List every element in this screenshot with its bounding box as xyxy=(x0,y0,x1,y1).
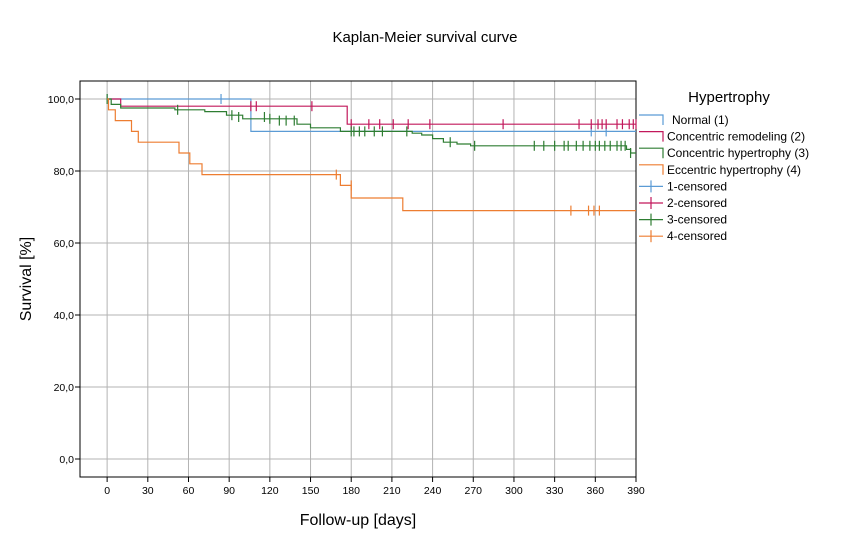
y-tick-label: 80,0 xyxy=(54,166,75,178)
survival-step-line xyxy=(107,98,636,125)
legend-item: Concentric remodeling (2) xyxy=(639,130,805,144)
legend-label: 3-censored xyxy=(667,213,727,227)
survival-step-line xyxy=(107,98,636,212)
y-tick-label: 40,0 xyxy=(54,310,75,322)
legend-line-swatch xyxy=(639,164,664,175)
x-tick-label: 60 xyxy=(183,485,195,497)
legend-item: Normal (1) xyxy=(639,113,729,127)
legend-item: 2-censored xyxy=(639,196,727,210)
legend-label: 1-censored xyxy=(667,179,727,193)
y-tick-label: 0,0 xyxy=(59,454,74,466)
legend-label: 4-censored xyxy=(667,229,727,243)
x-tick-label: 120 xyxy=(261,485,279,497)
legend-label: Concentric remodeling (2) xyxy=(667,130,805,144)
plot-area xyxy=(79,80,637,478)
series-1 xyxy=(106,94,636,137)
series-layer xyxy=(106,94,637,216)
x-axis-title: Follow-up [days] xyxy=(300,512,417,529)
x-tick-label: 30 xyxy=(142,485,154,497)
series-2 xyxy=(107,98,637,130)
legend-label: 2-censored xyxy=(667,196,727,210)
legend-label: Normal (1) xyxy=(672,113,729,127)
x-tick-label: 270 xyxy=(465,485,483,497)
y-tick-label: 100,0 xyxy=(48,94,74,106)
x-tick-label: 360 xyxy=(587,485,605,497)
x-tick-label: 90 xyxy=(223,485,235,497)
grid xyxy=(80,81,637,477)
legend-label: Eccentric hypertrophy (4) xyxy=(667,163,801,177)
legend-label: Concentric hypertrophy (3) xyxy=(667,146,809,160)
x-tick-label: 390 xyxy=(627,485,645,497)
x-tick-label: 300 xyxy=(505,485,523,497)
y-tick-label: 20,0 xyxy=(54,382,75,394)
y-axis-ticks: 0,0 20,0 40,0 60,0 80,0 100,0 xyxy=(48,94,80,466)
legend-item: Eccentric hypertrophy (4) xyxy=(639,163,801,177)
x-tick-label: 330 xyxy=(546,485,564,497)
x-tick-label: 240 xyxy=(424,485,442,497)
series-4 xyxy=(107,98,636,216)
series-3 xyxy=(106,94,636,158)
legend-item: Concentric hypertrophy (3) xyxy=(639,146,809,160)
legend-line-swatch xyxy=(639,147,664,159)
legend-item: 4-censored xyxy=(639,229,727,243)
x-axis-ticks: 0 30 60 90 120 150 180 210 240 270 300 330 360 390 xyxy=(104,477,645,497)
chart-title: Kaplan-Meier survival curve xyxy=(332,29,517,46)
legend-item: 1-censored xyxy=(639,179,727,193)
x-tick-label: 150 xyxy=(302,485,320,497)
survival-step-line xyxy=(107,98,636,154)
legend-item: 3-censored xyxy=(639,213,727,227)
x-tick-label: 210 xyxy=(383,485,401,497)
survival-step-line xyxy=(107,98,636,132)
legend-line-swatch xyxy=(639,131,664,142)
y-axis-title: Survival [%] xyxy=(18,237,35,321)
y-tick-label: 60,0 xyxy=(54,238,75,250)
x-tick-label: 0 xyxy=(104,485,110,497)
legend-line-swatch xyxy=(639,114,664,125)
legend: Hypertrophy Normal (1) Concentric remodel… xyxy=(639,89,809,243)
legend-title: Hypertrophy xyxy=(688,89,770,106)
x-tick-label: 180 xyxy=(342,485,360,497)
